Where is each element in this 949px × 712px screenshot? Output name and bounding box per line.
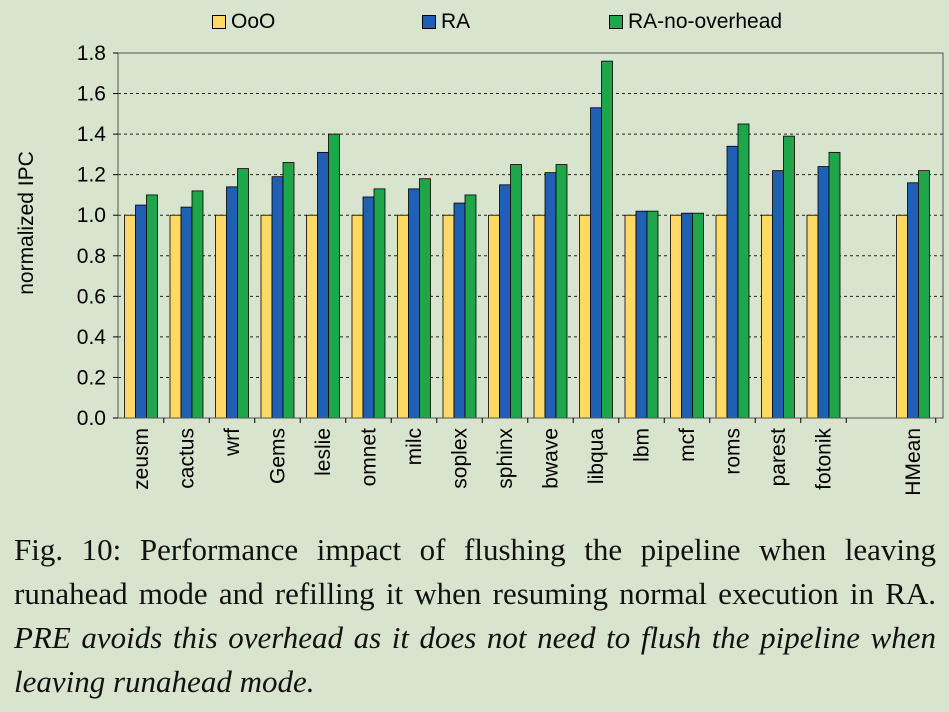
bar-ooo-soplex bbox=[442, 214, 455, 419]
bar-ra-roms bbox=[726, 145, 739, 419]
bar-ooo-gems bbox=[260, 214, 273, 419]
bar-ooo-hmean bbox=[896, 214, 908, 419]
bar-chart: 0.0 0.2 0.4 0.6 0.8 1.0 1.2 1.4 1.6 1.8 zeusm cact… bbox=[15, 42, 944, 496]
bar-ra-bwave bbox=[544, 172, 557, 419]
bar-ra-mcf bbox=[681, 212, 693, 419]
bar-ra-no-overhead-leslie bbox=[328, 133, 340, 419]
x-tick-label-sphinx: sphinx bbox=[494, 428, 517, 489]
bar-ra-libqua bbox=[590, 107, 602, 419]
bar-ra-parest bbox=[772, 170, 784, 419]
bar-ooo-bwave bbox=[533, 214, 546, 419]
legend-item-ra-no-overhead: RA-no-overhead bbox=[609, 10, 782, 34]
bar-ooo-wrf bbox=[215, 214, 227, 419]
bar-ra-soplex bbox=[453, 202, 466, 419]
bar-ra-cactus bbox=[180, 206, 193, 419]
x-tick-label-bwave: bwave bbox=[540, 428, 563, 489]
bar-ooo-milc bbox=[397, 214, 409, 419]
x-tick-label-milc: milc bbox=[403, 428, 426, 465]
legend-label-ra-no-overhead: RA-no-overhead bbox=[628, 10, 783, 33]
bar-ra-no-overhead-gems bbox=[282, 162, 295, 419]
plot-frame bbox=[117, 52, 944, 419]
y-tick-label: 1.2 bbox=[77, 164, 106, 187]
x-tick-label-wrf: wrf bbox=[221, 428, 244, 457]
bar-ra-no-overhead-zeusm bbox=[146, 194, 158, 419]
bar-ra-no-overhead-hmean bbox=[918, 170, 930, 419]
x-tick-label-omnet: omnet bbox=[358, 428, 381, 487]
bar-ra-no-overhead-cactus bbox=[191, 190, 204, 419]
bar-ra-no-overhead-sphinx bbox=[510, 164, 522, 419]
caption-text: Fig. 10: Performance impact of flushing … bbox=[14, 532, 936, 611]
y-tick-label: 0.6 bbox=[77, 285, 106, 308]
legend-label-ra: RA bbox=[441, 10, 471, 33]
x-tick-label-gems: Gems bbox=[267, 428, 290, 484]
y-tick-label: 0.2 bbox=[77, 366, 106, 389]
bar-ooo-roms bbox=[715, 214, 728, 419]
bar-ra-no-overhead-parest bbox=[783, 135, 795, 419]
bar-ra-hmean bbox=[907, 182, 919, 419]
bar-ooo-mcf bbox=[670, 214, 682, 419]
bar-ra-no-overhead-fotonik bbox=[828, 151, 841, 419]
caption-italic-text: PRE avoids this overhead as it does not … bbox=[14, 620, 936, 699]
x-tick-label-hmean: HMean bbox=[902, 428, 925, 496]
bar-ra-sphinx bbox=[499, 184, 511, 419]
y-tick-label: 1.6 bbox=[77, 83, 106, 106]
bar-ooo-lbm bbox=[624, 214, 637, 419]
bar-ra-no-overhead-roms bbox=[737, 123, 750, 419]
bar-ooo-libqua bbox=[579, 214, 591, 419]
legend-item-ooo: OoO bbox=[212, 10, 275, 34]
x-tick-label-soplex: soplex bbox=[449, 428, 472, 489]
bar-ooo-leslie bbox=[306, 214, 318, 419]
legend-swatch-ra-no-overhead bbox=[609, 15, 623, 29]
x-tick-label-fotonik: fotonik bbox=[813, 428, 836, 490]
bar-ooo-sphinx bbox=[488, 214, 500, 419]
bar-ra-gems bbox=[271, 176, 284, 419]
bar-ooo-fotonik bbox=[806, 214, 819, 419]
bar-ra-no-overhead-bwave bbox=[555, 164, 568, 419]
y-tick-label: 1.0 bbox=[77, 204, 106, 227]
y-tick-label: 1.4 bbox=[77, 123, 107, 146]
bar-ra-milc bbox=[408, 188, 420, 419]
x-tick-label-zeusm: zeusm bbox=[130, 428, 153, 490]
y-axis-label: normalized IPC bbox=[15, 151, 38, 295]
legend-label-ooo: OoO bbox=[231, 10, 276, 33]
bar-ooo-zeusm bbox=[124, 214, 136, 419]
bars bbox=[124, 60, 930, 419]
y-tick-label: 0.8 bbox=[77, 245, 106, 268]
bar-ra-no-overhead-mcf bbox=[692, 212, 704, 419]
bar-ra-no-overhead-milc bbox=[419, 178, 431, 419]
y-tick-label: 1.8 bbox=[77, 42, 106, 65]
x-tick-label-parest: parest bbox=[767, 428, 790, 487]
bar-ra-lbm bbox=[635, 210, 648, 419]
x-tick-label-mcf: mcf bbox=[676, 428, 699, 462]
chart-legend: OoO RA RA-no-overhead bbox=[0, 8, 949, 36]
x-tick-label-cactus: cactus bbox=[176, 428, 199, 489]
y-tick-labels: 0.0 0.2 0.4 0.6 0.8 1.0 1.2 1.4 1.6 1.8 bbox=[77, 42, 107, 430]
y-tick-label: 0.4 bbox=[77, 326, 107, 349]
bar-ra-omnet bbox=[362, 196, 375, 419]
x-tick-labels: zeusm cactus wrf Gems leslie omnet milc soplex s… bbox=[130, 428, 925, 496]
bar-ra-leslie bbox=[317, 151, 329, 419]
x-tick-label-libqua: libqua bbox=[585, 428, 608, 484]
bar-ra-fotonik bbox=[817, 166, 830, 419]
bar-ra-no-overhead-libqua bbox=[601, 60, 613, 419]
x-tick-label-leslie: leslie bbox=[312, 428, 335, 476]
bar-ra-no-overhead-soplex bbox=[464, 194, 477, 419]
x-tick-label-roms: roms bbox=[722, 428, 745, 475]
bar-ra-zeusm bbox=[135, 204, 147, 419]
bar-ooo-cactus bbox=[169, 214, 182, 419]
figure-caption: Fig. 10: Performance impact of flushing … bbox=[14, 528, 936, 704]
legend-item-ra: RA bbox=[422, 10, 470, 34]
bar-ra-no-overhead-omnet bbox=[373, 188, 386, 419]
bar-ra-wrf bbox=[226, 186, 238, 419]
legend-swatch-ra bbox=[422, 15, 436, 29]
bar-ooo-parest bbox=[761, 214, 773, 419]
bar-ra-no-overhead-lbm bbox=[646, 210, 659, 419]
axes bbox=[113, 52, 944, 423]
bar-ra-no-overhead-wrf bbox=[237, 168, 249, 419]
legend-swatch-ooo bbox=[212, 15, 226, 29]
y-tick-label: 0.0 bbox=[77, 407, 106, 430]
bar-ooo-omnet bbox=[351, 214, 364, 419]
x-tick-label-lbm: lbm bbox=[631, 428, 654, 462]
